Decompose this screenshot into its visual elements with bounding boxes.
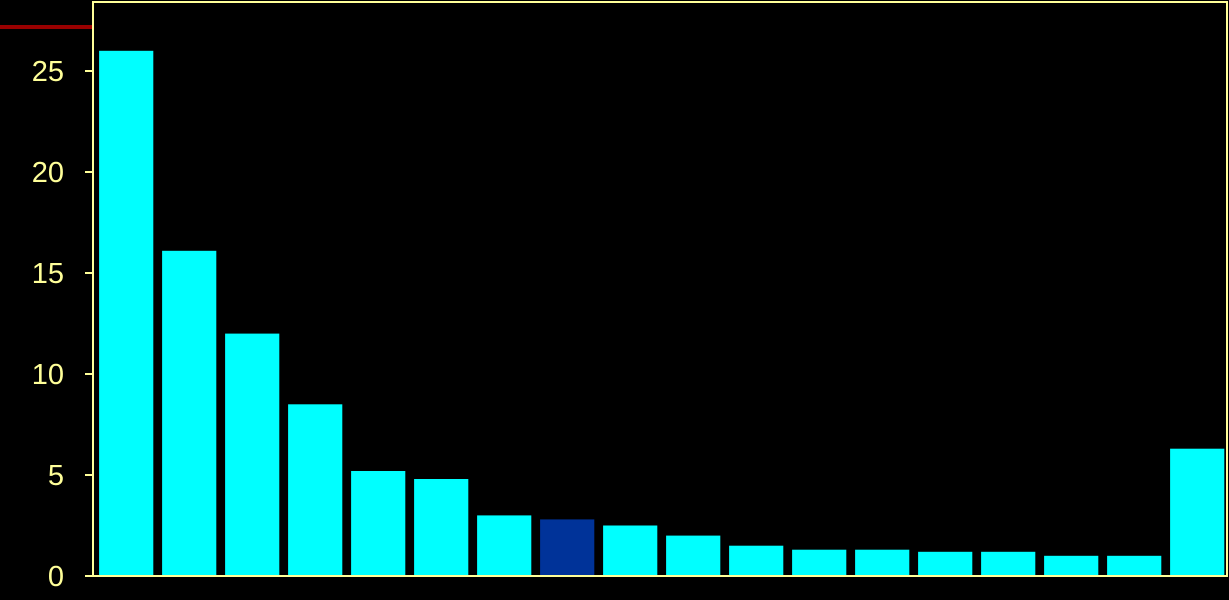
bar <box>729 545 784 576</box>
bars-group <box>99 50 1225 577</box>
bar <box>351 471 406 576</box>
plot-frame <box>92 1 1228 577</box>
bar <box>414 479 469 576</box>
bar-highlighted <box>540 519 595 576</box>
bar <box>666 535 721 576</box>
y-axis-ticks: 0 5 10 15 20 25 <box>32 56 93 593</box>
bar <box>288 404 343 576</box>
y-tick-label: 5 <box>48 460 64 492</box>
bar <box>99 50 154 577</box>
y-tick-label: 20 <box>32 157 64 189</box>
bar <box>792 549 847 576</box>
y-tick-label: 0 <box>48 561 64 593</box>
bar <box>477 515 532 576</box>
bar <box>603 525 658 576</box>
bar <box>981 551 1036 576</box>
bar <box>1170 448 1225 576</box>
bar <box>1107 555 1162 576</box>
bar <box>1044 555 1099 576</box>
y-tick-label: 15 <box>32 258 64 290</box>
y-tick-label: 25 <box>32 56 64 88</box>
bar <box>918 551 973 576</box>
bar <box>162 250 217 577</box>
y-tick-label: 10 <box>32 359 64 391</box>
bar <box>855 549 910 576</box>
bar <box>225 333 280 576</box>
